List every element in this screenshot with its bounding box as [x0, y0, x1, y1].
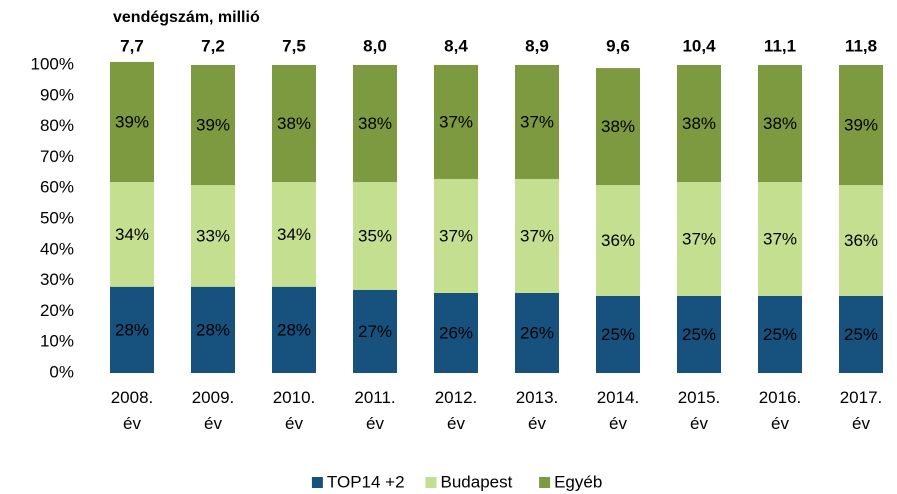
- data-label: 33%: [196, 226, 230, 245]
- data-label: 37%: [763, 230, 797, 249]
- data-label: 26%: [439, 323, 473, 342]
- bar-segment: [677, 65, 721, 183]
- bar-segment: [677, 296, 721, 373]
- data-label: 34%: [277, 225, 311, 244]
- data-label: 25%: [844, 325, 878, 344]
- data-label: 27%: [358, 322, 392, 341]
- bar-segment: [272, 286, 316, 373]
- y-tick-label: 100%: [31, 54, 74, 73]
- total-label: 11,8: [845, 36, 877, 55]
- total-label: 7,2: [201, 36, 225, 55]
- bar-segment: [596, 68, 640, 186]
- data-label: 28%: [196, 320, 230, 339]
- y-tick-label: 30%: [40, 270, 74, 289]
- total-label: 11,1: [764, 36, 796, 55]
- data-label: 35%: [358, 226, 392, 245]
- x-tick-label: 2011. év: [354, 388, 395, 433]
- bar-segment: [191, 185, 235, 287]
- x-tick-label: 2009. év: [192, 388, 235, 433]
- bar-segment: [677, 182, 721, 296]
- bar-segment: [596, 185, 640, 296]
- x-tick-label: 2014. év: [597, 388, 640, 433]
- bar-segment: [110, 61, 154, 183]
- legend-swatch: [539, 477, 551, 488]
- bar-segment: [839, 185, 883, 296]
- bar-segment: [596, 296, 640, 373]
- total-label: 7,7: [120, 36, 144, 55]
- bar-segment: [434, 292, 478, 373]
- bar-segment: [515, 178, 559, 293]
- total-label: 8,9: [525, 36, 549, 55]
- bar-segment: [515, 65, 559, 179]
- data-label: 37%: [439, 112, 473, 131]
- data-label: 36%: [844, 231, 878, 250]
- total-label: 8,0: [363, 36, 387, 55]
- data-label: 39%: [115, 112, 149, 131]
- y-tick-label: 40%: [40, 239, 74, 258]
- y-tick-label: 20%: [40, 301, 74, 320]
- chart-subtitle: vendégszám, millió: [113, 9, 260, 26]
- legend-label: TOP14 +2: [327, 472, 405, 491]
- data-label: 38%: [682, 114, 716, 133]
- bar-segment: [758, 296, 802, 373]
- bar-segment: [758, 182, 802, 296]
- total-label: 9,6: [606, 36, 630, 55]
- data-label: 28%: [115, 320, 149, 339]
- data-label: 37%: [520, 226, 554, 245]
- data-label: 38%: [763, 114, 797, 133]
- bar-segment: [515, 292, 559, 373]
- bar-segment: [353, 65, 397, 183]
- data-label: 37%: [682, 230, 716, 249]
- bar-segment: [839, 65, 883, 186]
- y-tick-label: 70%: [40, 147, 74, 166]
- data-label: 36%: [601, 231, 635, 250]
- data-label: 38%: [277, 114, 311, 133]
- legend-swatch: [311, 477, 323, 488]
- data-label: 38%: [358, 114, 392, 133]
- bar-segment: [272, 65, 316, 183]
- total-label: 10,4: [682, 36, 716, 55]
- y-tick-label: 90%: [40, 85, 74, 104]
- bar-segment: [839, 296, 883, 373]
- total-label: 7,5: [282, 36, 306, 55]
- data-label: 39%: [844, 116, 878, 135]
- x-tick-label: 2008. év: [111, 388, 154, 433]
- x-tick-label: 2012. év: [435, 388, 478, 433]
- x-tick-label: 2015. év: [678, 388, 721, 433]
- bar-segment: [353, 182, 397, 290]
- data-label: 37%: [439, 226, 473, 245]
- bar-segment: [191, 65, 235, 186]
- legend-swatch: [425, 477, 437, 488]
- y-tick-label: 0%: [49, 362, 74, 381]
- data-label: 37%: [520, 112, 554, 131]
- x-tick-label: 2013. év: [516, 388, 559, 433]
- legend-label: Egyéb: [554, 472, 602, 491]
- bar-segment: [758, 65, 802, 183]
- data-label: 25%: [682, 325, 716, 344]
- bar-segment: [191, 286, 235, 373]
- x-tick-label: 2010. év: [273, 388, 316, 433]
- bar-segment: [110, 286, 154, 373]
- bar-segment: [272, 182, 316, 287]
- bar-segment: [434, 65, 478, 179]
- x-tick-label: 2017. év: [840, 388, 883, 433]
- bar-segment: [353, 289, 397, 373]
- bar-segment: [110, 182, 154, 287]
- data-label: 38%: [601, 117, 635, 136]
- legend-label: Budapest: [441, 472, 513, 491]
- y-tick-label: 10%: [40, 332, 74, 351]
- data-label: 28%: [277, 320, 311, 339]
- data-label: 25%: [763, 325, 797, 344]
- y-tick-label: 60%: [40, 178, 74, 197]
- bar-segment: [434, 178, 478, 293]
- total-label: 8,4: [444, 36, 468, 55]
- data-label: 25%: [601, 325, 635, 344]
- y-tick-label: 50%: [40, 208, 74, 227]
- y-tick-label: 80%: [40, 116, 74, 135]
- data-label: 34%: [115, 225, 149, 244]
- data-label: 26%: [520, 323, 554, 342]
- data-label: 39%: [196, 116, 230, 135]
- x-tick-label: 2016. év: [759, 388, 802, 433]
